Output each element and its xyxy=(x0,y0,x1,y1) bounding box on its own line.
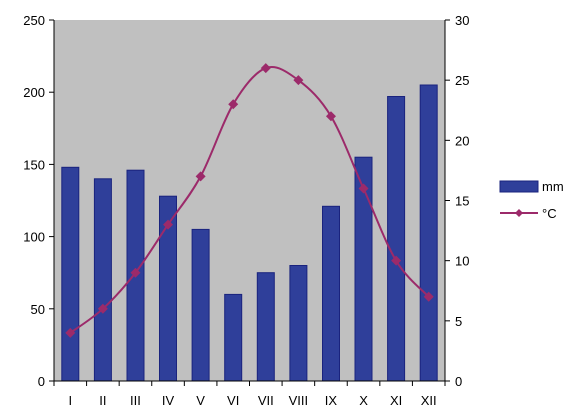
x-tick-label: XI xyxy=(390,393,402,408)
temperature-marker-III xyxy=(130,267,141,278)
x-tick-label: II xyxy=(99,393,106,408)
left-tick-label: 100 xyxy=(23,230,45,245)
left-tick-label: 50 xyxy=(31,302,45,317)
legend-bar-swatch xyxy=(499,180,539,193)
legend-label-celsius: °C xyxy=(542,206,557,221)
bar-IX xyxy=(322,205,340,382)
temperature-marker-XI xyxy=(391,255,402,266)
temperature-marker-IX xyxy=(325,111,336,122)
left-tick-label: 250 xyxy=(23,13,45,28)
temperature-marker-VIII xyxy=(293,75,304,86)
temperature-marker-IV xyxy=(163,219,174,230)
right-tick-label: 30 xyxy=(455,13,469,28)
x-tick-label: VII xyxy=(258,393,274,408)
left-tick-label: 0 xyxy=(38,374,45,389)
plot-area xyxy=(54,20,445,381)
x-tick-label: V xyxy=(196,393,205,408)
temperature-marker-XII xyxy=(423,291,434,302)
bar-VI xyxy=(224,293,243,382)
right-tick-label: 0 xyxy=(455,374,462,389)
right-tick-label: 25 xyxy=(455,73,469,88)
left-tick-label: 200 xyxy=(23,85,45,100)
x-tick-label: XII xyxy=(421,393,437,408)
bar-II xyxy=(93,178,112,382)
temperature-marker-II xyxy=(97,303,108,314)
x-tick-label: IX xyxy=(325,393,338,408)
bar-XI xyxy=(387,96,406,382)
temperature-marker-I xyxy=(65,327,76,338)
right-tick-label: 5 xyxy=(455,314,462,329)
right-tick-label: 20 xyxy=(455,133,469,148)
legend: mm °C xyxy=(499,179,564,221)
left-tick-label: 150 xyxy=(23,157,45,172)
bar-XII xyxy=(419,84,438,382)
bar-VII xyxy=(256,272,275,382)
x-tick-label: VIII xyxy=(289,393,309,408)
temperature-marker-X xyxy=(358,183,369,194)
bar-I xyxy=(61,166,80,382)
x-tick-label: IV xyxy=(162,393,175,408)
temperature-marker-VII xyxy=(260,63,271,74)
legend-label-mm: mm xyxy=(542,179,564,194)
x-tick-label: III xyxy=(130,393,141,408)
x-tick-label: VI xyxy=(227,393,239,408)
x-tick-label: X xyxy=(359,393,368,408)
temperature-marker-V xyxy=(195,171,206,182)
bar-V xyxy=(191,228,210,382)
bar-VIII xyxy=(289,265,308,382)
legend-line-marker xyxy=(515,209,523,217)
right-tick-label: 15 xyxy=(455,194,469,209)
right-tick-label: 10 xyxy=(455,254,469,269)
temperature-marker-VI xyxy=(228,99,239,110)
x-tick-label: I xyxy=(68,393,72,408)
